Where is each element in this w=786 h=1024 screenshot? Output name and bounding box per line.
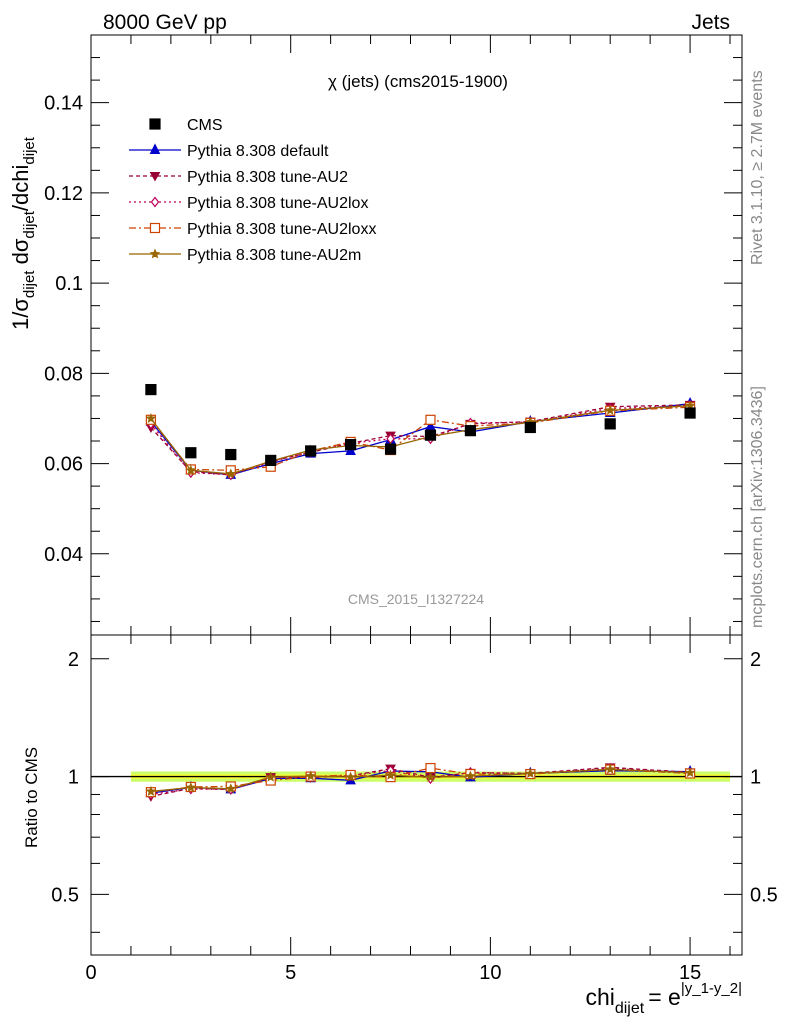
legend-label: Pythia 8.308 tune-AU2m bbox=[187, 247, 361, 264]
y-tick-label: 0.12 bbox=[44, 183, 83, 205]
data-point bbox=[604, 418, 616, 430]
header-left-label: 8000 GeV pp bbox=[103, 11, 227, 34]
data-point bbox=[265, 454, 277, 467]
ratio-series-point bbox=[265, 771, 276, 782]
y-tick-label: 0.14 bbox=[44, 93, 83, 115]
data-point bbox=[684, 407, 696, 419]
y-axis-label-main: 1/σ bbox=[8, 298, 33, 330]
series-line bbox=[150, 406, 691, 471]
ratio-tick-label: 2 bbox=[68, 649, 79, 671]
series-point bbox=[225, 468, 237, 479]
legend-label: Pythia 8.308 tune-AU2 bbox=[187, 169, 348, 186]
x-tick-label: 5 bbox=[285, 962, 296, 984]
x-axis-label-rhs: = e bbox=[648, 984, 681, 1010]
x-tick-label: 0 bbox=[85, 962, 96, 984]
analysis-watermark: CMS_2015_I1327224 bbox=[348, 591, 484, 607]
legend-label: Pythia 8.308 default bbox=[187, 143, 329, 160]
ratio-axis-label: Ratio to CMS bbox=[22, 747, 41, 848]
series-point bbox=[185, 464, 197, 475]
legend-label: Pythia 8.308 tune-AU2loxx bbox=[187, 221, 376, 238]
y-axis-label-mid: dσ bbox=[8, 238, 33, 270]
main-axis-ticks bbox=[91, 34, 742, 622]
y-axis-label-sub2: dijet bbox=[21, 210, 38, 238]
y-axis-label: 1/σdijet dσdijet/dchidijet bbox=[8, 136, 38, 330]
legend-marker bbox=[149, 248, 161, 259]
legend-cms-marker bbox=[149, 118, 161, 130]
data-point bbox=[305, 445, 317, 457]
series-line bbox=[150, 405, 691, 475]
ratio-series-point bbox=[524, 768, 536, 779]
legend-marker bbox=[149, 222, 161, 234]
y-tick-label: 0.04 bbox=[44, 544, 83, 566]
chart-title: χ (jets) (cms2015-1900) bbox=[328, 72, 508, 91]
ratio-tick-label-right: 1 bbox=[750, 767, 761, 789]
data-point bbox=[225, 448, 237, 461]
ratio-series-point bbox=[385, 769, 396, 780]
x-tick-labels: 0 5 10 15 bbox=[85, 962, 701, 984]
x-axis-label-main: chi bbox=[585, 984, 614, 1010]
x-tick-label: 15 bbox=[679, 962, 701, 984]
ratio-series-point bbox=[465, 770, 476, 781]
ratio-series-point bbox=[345, 771, 356, 782]
legend-marker bbox=[149, 143, 161, 154]
series-point bbox=[604, 404, 616, 415]
legend-marker bbox=[150, 196, 160, 208]
ratio-series-group bbox=[145, 762, 696, 802]
ratio-series-point bbox=[145, 785, 157, 796]
ratio-tick-labels: 0.5 0.5 1 1 2 2 bbox=[51, 649, 778, 907]
data-point bbox=[524, 421, 536, 434]
ratio-series-point bbox=[185, 781, 197, 793]
data-point bbox=[185, 447, 197, 459]
ratio-series-point bbox=[604, 763, 616, 774]
series-point bbox=[145, 412, 157, 423]
data-point bbox=[464, 425, 477, 437]
x-axis-label-sup: |y_1-y_2| bbox=[681, 980, 742, 997]
series-point bbox=[425, 414, 436, 425]
legend: CMS Pythia 8.308 default Pythia 8.308 tune… bbox=[129, 117, 376, 264]
x-axis-ticks bbox=[90, 35, 731, 955]
y-tick-label: 0.1 bbox=[55, 273, 83, 295]
ratio-tick-label: 1 bbox=[68, 767, 79, 789]
y-tick-label: 0.08 bbox=[44, 363, 83, 385]
ratio-series-point bbox=[684, 767, 696, 778]
series-line bbox=[150, 405, 691, 476]
mcplots-label: mcplots.cern.ch [arXiv:1306.3436] bbox=[749, 386, 766, 628]
legend-label: Pythia 8.308 tune-AU2lox bbox=[187, 195, 368, 212]
ratio-axis-ticks bbox=[91, 658, 742, 933]
ratio-tick-label-right: 0.5 bbox=[750, 884, 778, 906]
data-point bbox=[145, 383, 157, 396]
y-axis-label-tail: /dchi bbox=[8, 165, 33, 211]
y-axis-label-sub1: dijet bbox=[21, 270, 38, 298]
data-point bbox=[345, 439, 357, 451]
ratio-series-point bbox=[305, 770, 316, 781]
header-right-label: Jets bbox=[691, 11, 730, 34]
y-axis-label-sub3: dijet bbox=[21, 136, 38, 164]
ratio-panel-frame bbox=[90, 634, 743, 956]
x-axis-label: chidijet = e|y_1-y_2| bbox=[585, 980, 742, 1017]
legend-marker bbox=[149, 172, 161, 182]
ratio-tick-label-right: 2 bbox=[750, 649, 761, 671]
ratio-tick-label: 0.5 bbox=[51, 884, 79, 906]
x-tick-label: 10 bbox=[479, 962, 501, 984]
main-series-group bbox=[145, 383, 696, 481]
data-point bbox=[424, 429, 437, 441]
ratio-series-point bbox=[425, 762, 436, 774]
ratio-series-point bbox=[225, 783, 237, 794]
y-tick-label: 0.06 bbox=[44, 454, 83, 476]
data-point bbox=[384, 443, 397, 455]
x-axis-label-sub: dijet bbox=[615, 1000, 645, 1017]
y-tick-labels: 0.04 0.06 0.08 0.1 0.12 0.14 bbox=[44, 93, 83, 566]
legend-label: CMS bbox=[187, 117, 223, 134]
rivet-version-label: Rivet 3.1.10, ≥ 2.7M events bbox=[749, 70, 766, 265]
ratio-series-line bbox=[150, 768, 691, 793]
ratio-series-point bbox=[425, 771, 436, 782]
